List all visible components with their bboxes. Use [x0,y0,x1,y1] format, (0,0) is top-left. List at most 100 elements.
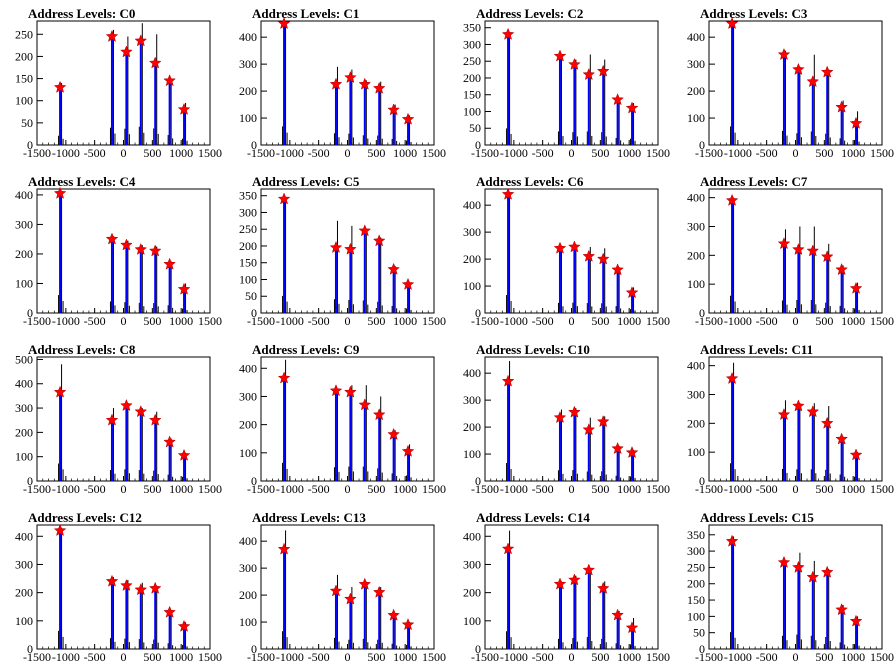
peak-star-marker [806,570,820,583]
histogram-bar-inner [558,416,561,481]
y-tick-label: 200 [15,586,33,600]
histogram-bar-inner [840,268,843,313]
peak-star-marker [387,103,400,116]
x-tick-label: 500 [367,650,385,664]
peak-star-marker [777,237,791,250]
peak-star-marker [835,263,848,276]
peak-star-marker [358,77,372,90]
histogram-svg: Address Levels: C4 0 100 200 300 400 -1500 -100… [15,174,222,328]
peak-star-marker [553,49,567,62]
x-tick-label: 500 [815,314,833,328]
y-tick-label: 400 [687,191,705,205]
x-tick-label: 1500 [646,314,670,328]
histogram-panel: Address Levels: C14 0 100 200 300 400 -1500 -10… [448,504,672,672]
histogram-bar-inner [507,34,510,145]
histogram-bar-inner [602,420,605,481]
peak-star-marker [501,187,515,200]
y-tick-label: 100 [239,272,257,286]
y-tick-label: 400 [239,30,257,44]
histogram-bar-inner [797,567,800,649]
peak-star-marker [849,281,863,294]
y-tick-label: 100 [15,276,33,290]
peak-star-marker [177,619,191,632]
x-tick-label: 1000 [393,650,417,664]
peak-star-marker [372,234,386,247]
histogram-bar-inner [378,239,381,313]
histogram-bar-inner [110,34,113,145]
peak-star-marker [501,27,515,40]
x-tick-label: 1000 [617,146,641,160]
x-tick-label: 500 [367,146,385,160]
y-tick-label: 50 [245,289,257,303]
x-tick-label: 1500 [422,482,446,496]
peak-star-marker [134,405,148,418]
y-tick-label: 0 [475,474,481,488]
x-tick-label: 1000 [169,146,193,160]
x-tick-label: 500 [591,314,609,328]
peak-star-marker [725,17,739,30]
histogram-bar-inner [616,613,619,649]
x-tick-label: -1500 [23,314,51,328]
y-tick-label: 250 [15,27,33,41]
x-tick-label: 500 [143,650,161,664]
x-tick-label: 1000 [841,482,865,496]
peak-star-marker [792,399,805,412]
x-tick-label: -1500 [247,146,275,160]
histogram-panel: Address Levels: C4 0 100 200 300 400 -1500 -100… [0,168,224,336]
histogram-bar-inner [334,245,337,313]
y-tick-label: 150 [687,593,705,607]
peak-star-marker [344,70,357,84]
histogram-bar-inner [59,83,62,145]
histogram-bar-inner [407,450,410,481]
chart-title: Address Levels: C14 [476,510,590,525]
peak-star-marker [120,238,133,251]
x-tick-label: 0 [345,482,351,496]
x-tick-label: -500 [308,482,330,496]
histogram-bar-inner [125,245,128,313]
peak-star-marker [582,563,596,576]
x-tick-label: 1000 [617,650,641,664]
y-tick-label: 0 [27,306,33,320]
peak-star-marker [835,432,848,445]
y-tick-label: 200 [687,416,705,430]
peak-star-marker [120,398,133,412]
histogram-bar-inner [110,239,113,313]
histogram-bar-inner [797,69,800,145]
peak-star-marker [792,560,805,573]
y-tick-label: 200 [239,84,257,98]
histogram-panel: Address Levels: C12 0 100 200 300 400 -1500 -10… [0,504,224,672]
histogram-bar-inner [392,108,395,145]
x-tick-label: 1000 [393,146,417,160]
histogram-panel: Address Levels: C2 0 50 100 150 200 250 300 350 -… [448,0,672,168]
chart-title: Address Levels: C10 [476,342,590,357]
histogram-svg: Address Levels: C3 0 100 200 300 400 -1500 -100… [687,6,894,160]
histogram-bar-inner [183,287,186,313]
chart-title: Address Levels: C9 [252,342,360,357]
x-tick-label: 0 [345,146,351,160]
y-tick-label: 400 [687,30,705,44]
x-tick-label: 0 [793,314,799,328]
histogram-bar-inner [363,83,366,145]
peak-star-marker [792,62,805,75]
peak-star-marker [344,385,357,398]
peak-star-marker [401,444,415,457]
x-tick-label: -1000 [500,146,528,160]
histogram-bar-inner [587,72,590,145]
peak-star-marker [120,578,133,591]
peak-star-marker [553,241,567,254]
peak-star-marker [596,252,610,265]
x-tick-label: 500 [815,482,833,496]
y-tick-label: 0 [475,138,481,152]
peak-star-marker [277,192,291,205]
y-tick-label: 0 [475,306,481,320]
histogram-bar-inner [507,379,510,481]
chart-title: Address Levels: C8 [28,342,136,357]
x-tick-label: -500 [308,314,330,328]
peak-star-marker [568,240,581,253]
histogram-svg: Address Levels: C80100200300400500-1500-… [15,342,222,496]
y-tick-label: 50 [693,626,705,640]
histogram-bar-inner [826,256,829,313]
y-tick-label: 200 [463,252,481,266]
histogram-bar-inner [573,578,576,649]
peak-star-marker [501,374,515,387]
